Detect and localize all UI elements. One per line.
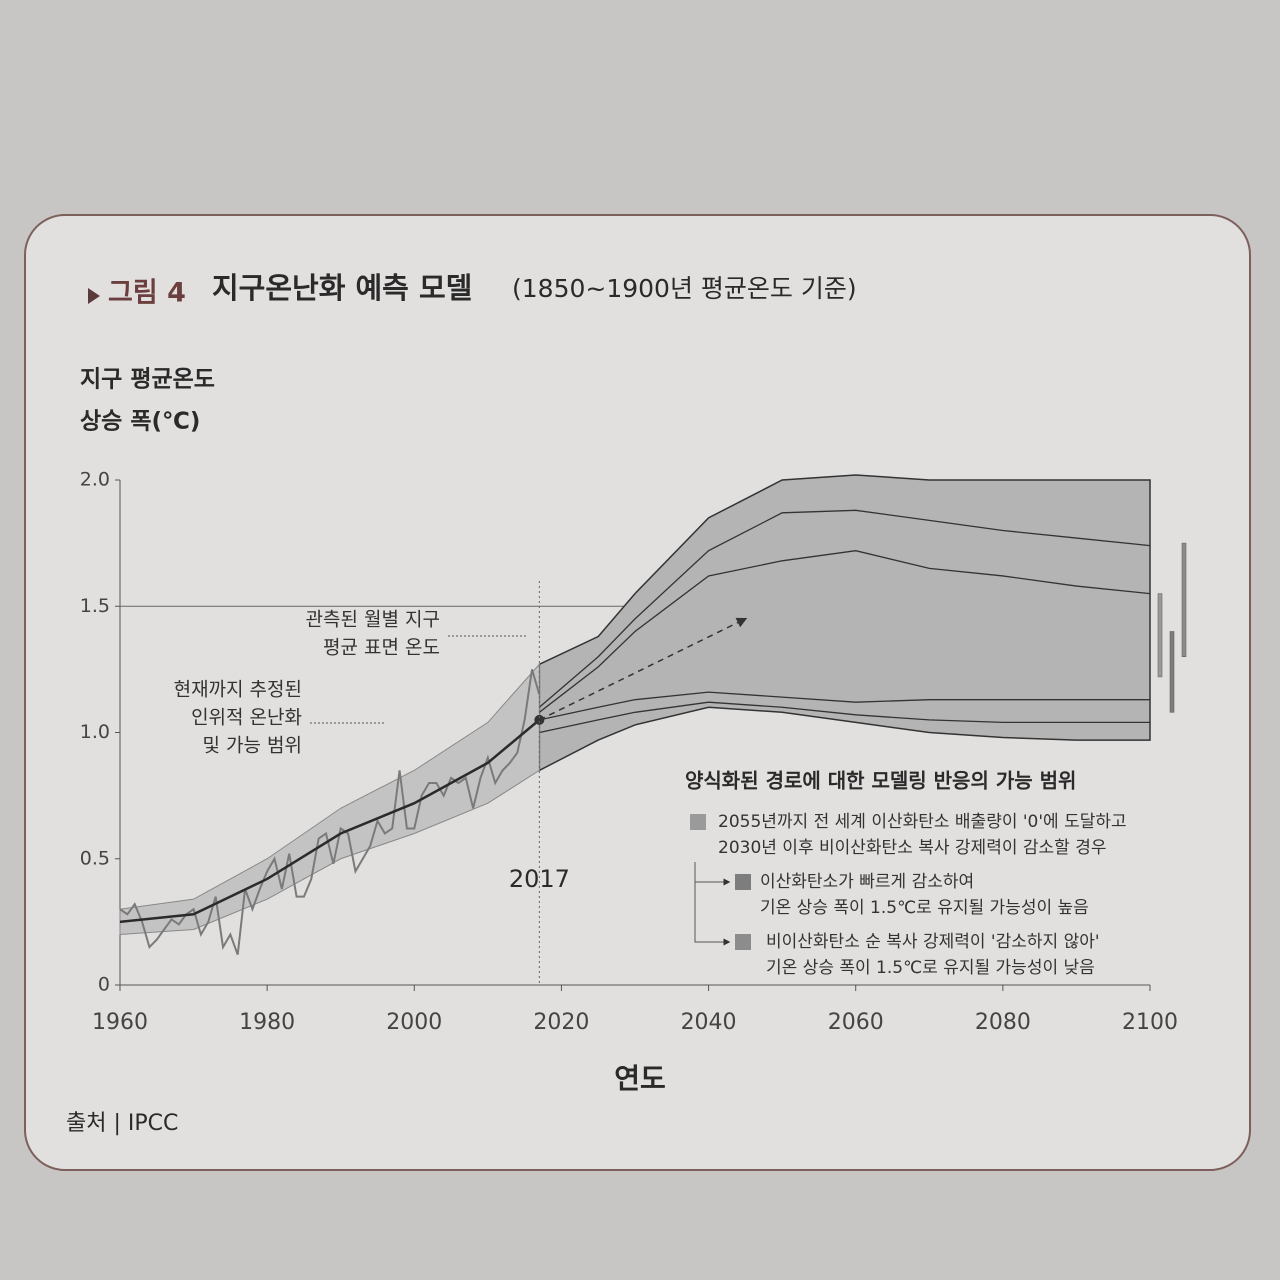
chart-subtitle: (1850~1900년 평균온도 기준) — [512, 274, 857, 303]
title-label: 그림 4 — [108, 278, 186, 309]
legend-label: 기온 상승 폭이 1.5℃로 유지될 가능성이 높음 — [760, 898, 1089, 918]
range-bar — [1181, 542, 1187, 657]
x-axis-label: 연도 — [614, 1062, 666, 1095]
x-tick-label: 2000 — [386, 1010, 442, 1035]
legend-label: 비이산화탄소 순 복사 강제력이 '감소하지 않아' — [766, 932, 1100, 952]
x-tick-label: 1980 — [239, 1010, 295, 1035]
marker-label: 2017 — [509, 865, 570, 893]
legend-label: 기온 상승 폭이 1.5℃로 유지될 가능성이 낮음 — [766, 958, 1095, 978]
legend-swatch — [735, 874, 751, 890]
x-tick-label: 2020 — [533, 1010, 589, 1035]
legend-title: 양식화된 경로에 대한 모델링 반응의 가능 범위 — [685, 769, 1076, 793]
title-bullet — [88, 288, 100, 304]
y-axis-label: 상승 폭(℃) — [80, 409, 200, 435]
source: 출처 | IPCC — [66, 1111, 178, 1136]
x-tick-label: 2100 — [1122, 1010, 1178, 1035]
projection-curve — [538, 550, 1151, 713]
range-bar — [1157, 593, 1163, 678]
annotation: 평균 표면 온도 — [323, 637, 440, 659]
legend-swatch — [735, 934, 751, 950]
estimated-line — [119, 718, 541, 924]
observed-line — [119, 669, 541, 956]
y-tick-label: 0.5 — [80, 847, 110, 869]
annotation: 관측된 월별 지구 — [306, 609, 440, 631]
projection-band — [538, 474, 1151, 772]
annotation: 인위적 온난화 — [191, 707, 302, 729]
annotation: 및 가능 범위 — [203, 735, 302, 757]
legend-swatch — [690, 814, 706, 830]
x-tick-label: 1960 — [92, 1010, 148, 1035]
projection-curve — [539, 691, 1150, 721]
x-tick-label: 2080 — [975, 1010, 1031, 1035]
y-tick-label: 0 — [98, 974, 110, 996]
arrow — [539, 617, 748, 721]
x-tick-label: 2040 — [681, 1010, 737, 1035]
y-tick-label: 1.5 — [80, 595, 110, 617]
y-axis-label: 지구 평균온도 — [80, 367, 215, 393]
chart-title: 지구온난화 예측 모델 — [212, 271, 472, 305]
legend-connector — [694, 862, 731, 946]
projection-curve — [538, 509, 1151, 708]
legend-label: 이산화탄소가 빠르게 감소하여 — [760, 872, 974, 892]
x-tick-label: 2060 — [828, 1010, 884, 1035]
legend-label: 2055년까지 전 세계 이산화탄소 배출량이 '0'에 도달하고 — [718, 812, 1127, 832]
legend-label: 2030년 이후 비이산화탄소 복사 강제력이 감소할 경우 — [718, 838, 1107, 858]
annotation: 현재까지 추정된 — [174, 679, 302, 701]
projection-curve — [539, 701, 1150, 734]
y-tick-label: 2.0 — [80, 469, 110, 491]
y-tick-label: 1.0 — [80, 721, 110, 743]
range-bar — [1169, 631, 1175, 713]
